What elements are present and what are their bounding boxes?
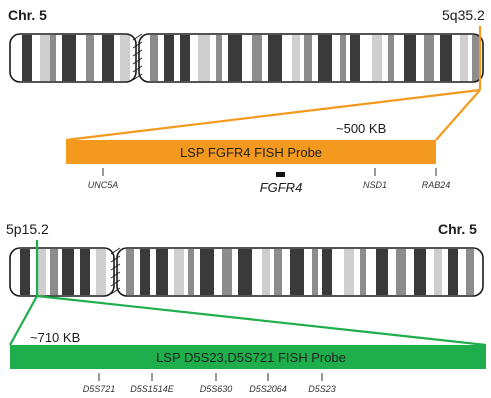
- chromosome-band: [62, 249, 74, 295]
- chromosome-band: [466, 249, 474, 295]
- chromosome-band: [174, 249, 184, 295]
- chromosome-band: [62, 35, 76, 81]
- chromosome-band: [86, 35, 94, 81]
- bottom-zoom-lines: [9, 240, 487, 347]
- bottom-gene-d5s630: D5S630: [200, 384, 233, 394]
- chromosome-band: [372, 35, 382, 81]
- chromosome-band: [216, 35, 222, 81]
- chromosome-band: [322, 249, 332, 295]
- chromosome-band: [120, 35, 130, 81]
- chromosome-band: [228, 35, 242, 81]
- bottom-centromere: [110, 247, 121, 296]
- top-centromere: [132, 33, 143, 82]
- top-band-label: 5q35.2: [442, 7, 485, 23]
- chromosome-band: [340, 35, 346, 81]
- chromosome-band: [180, 35, 190, 81]
- top-gene-ticks: [102, 168, 437, 176]
- bottom-gene-d5s23: D5S23: [308, 384, 336, 394]
- chromosome-band: [318, 35, 332, 81]
- chromosome-band: [50, 249, 58, 295]
- bottom-chromosome: [9, 247, 484, 297]
- chromosome-band: [200, 249, 214, 295]
- top-target-gene: FGFR4: [260, 180, 303, 195]
- chromosome-band: [424, 35, 434, 81]
- chromosome-band: [268, 35, 282, 81]
- fgfr4-marker: [276, 172, 285, 177]
- chromosome-band: [360, 249, 366, 295]
- chromosome-band: [460, 35, 468, 81]
- bottom-probe-label: LSP D5S23,D5S721 FISH Probe: [156, 350, 346, 365]
- chromosome-band: [414, 249, 426, 295]
- chromosome-band: [388, 35, 394, 81]
- chromosome-band: [80, 249, 90, 295]
- bottom-probe-bar: LSP D5S23,D5S721 FISH Probe: [10, 345, 486, 369]
- bottom-size-label: ~710 KB: [30, 330, 80, 345]
- chromosome-band: [292, 35, 300, 81]
- chromosome-band: [404, 35, 416, 81]
- chromosome-band: [262, 249, 270, 295]
- chromosome-band: [440, 35, 452, 81]
- chromosome-band: [22, 35, 32, 81]
- chromosome-band: [252, 35, 262, 81]
- chromosome-band: [156, 249, 168, 295]
- top-gene-rab24: RAB24: [422, 180, 451, 190]
- top-size-label: ~500 KB: [336, 121, 386, 136]
- bottom-gene-d5s1514e: D5S1514E: [130, 384, 175, 394]
- chromosome-band: [344, 249, 354, 295]
- chromosome-band: [238, 249, 252, 295]
- top-probe-bar: LSP FGFR4 FISH Probe: [66, 140, 436, 164]
- chromosome-band: [164, 35, 174, 81]
- chromosome-band: [126, 249, 134, 295]
- chromosome-band: [140, 249, 150, 295]
- chromosome-band: [150, 35, 158, 81]
- chromosome-band: [274, 249, 282, 295]
- chromosome-band: [304, 35, 312, 81]
- chromosome-band: [96, 249, 106, 295]
- chromosome-band: [198, 35, 210, 81]
- bottom-gene-ticks: [98, 373, 323, 381]
- chromosome-band: [376, 249, 388, 295]
- top-gene-nsd1: NSD1: [363, 180, 387, 190]
- chromosome-band: [434, 249, 442, 295]
- chromosome-band: [350, 35, 360, 81]
- chromosome-band: [50, 35, 56, 81]
- chromosome-band: [40, 35, 50, 81]
- bottom-chromosome-label: Chr. 5: [438, 221, 477, 237]
- top-gene-unc5a: UNC5A: [88, 180, 119, 190]
- chromosome-band: [448, 249, 458, 295]
- chromosome-band: [36, 249, 46, 295]
- top-chromosome-label: Chr. 5: [8, 7, 47, 23]
- top-zoom-lines: [65, 26, 482, 142]
- chromosome-band: [188, 249, 194, 295]
- bottom-gene-d5s721: D5S721: [83, 384, 116, 394]
- top-chromosome: [9, 33, 484, 83]
- chromosome-band: [20, 249, 30, 295]
- bottom-gene-d5s2064: D5S2064: [249, 384, 287, 394]
- bottom-band-label: 5p15.2: [6, 221, 49, 237]
- chromosome-band: [290, 249, 304, 295]
- chromosome-band: [312, 249, 318, 295]
- chromosome-band: [222, 249, 232, 295]
- chromosome-band: [396, 249, 406, 295]
- chromosome-band: [102, 35, 114, 81]
- top-probe-label: LSP FGFR4 FISH Probe: [180, 145, 322, 160]
- chromosome-band: [472, 35, 480, 81]
